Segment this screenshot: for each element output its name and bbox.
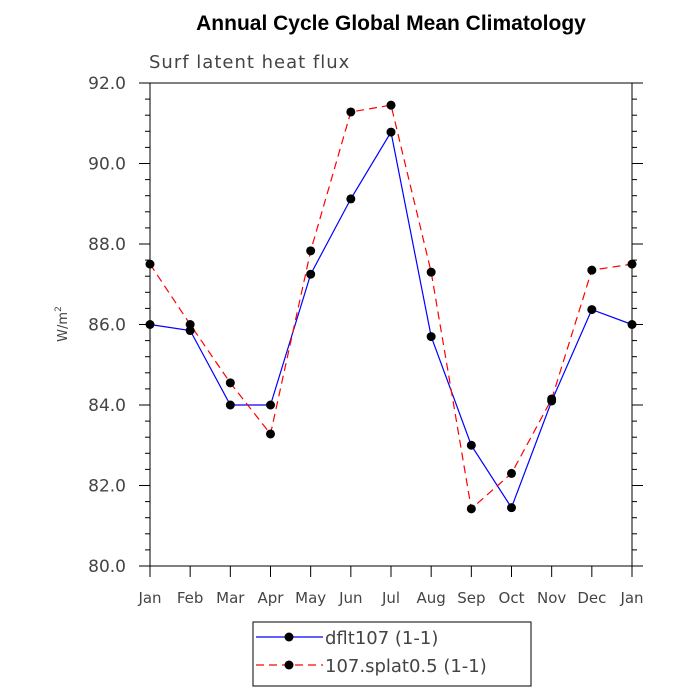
series-2-point (306, 246, 316, 256)
x-tick-labels: Jan Feb Mar Apr May Jun Jul Aug Sep Oct Nov Dec Jan (137, 589, 643, 607)
x-tick-label: Aug (417, 589, 446, 607)
series-2-point (185, 320, 195, 329)
y-axis-label-superscript: 2 (54, 306, 64, 312)
axis-ticks (139, 82, 643, 577)
y-tick-label: 88.0 (88, 235, 126, 255)
series-1-point (346, 194, 356, 204)
series-line-2 (149, 104, 633, 510)
y-tick-label: 80.0 (88, 557, 126, 577)
series-1-point (306, 269, 316, 279)
x-tick-label: Nov (537, 589, 566, 607)
series-2-point (386, 100, 396, 110)
x-tick-label: Sep (457, 589, 485, 607)
series-2-point (627, 259, 637, 269)
series-1-point (466, 440, 476, 450)
y-tick-labels: 80.0 82.0 84.0 86.0 88.0 90.0 92.0 (88, 74, 126, 577)
series-1-point (386, 127, 396, 137)
y-axis-label-base: W/m (56, 312, 71, 342)
legend-label-2: 107.splat0.5 (1-1) (325, 656, 487, 677)
series-2-point (587, 265, 597, 275)
series-1-point (627, 320, 637, 329)
plot-frame (149, 82, 633, 567)
series-1-point (225, 400, 235, 410)
series-1-point (266, 400, 275, 410)
legend-box (252, 621, 532, 687)
x-tick-label: Jun (338, 589, 362, 607)
x-tick-label: May (295, 589, 326, 607)
y-tick-label: 82.0 (88, 477, 126, 497)
x-tick-label: Oct (499, 589, 525, 607)
legend-marker-2 (284, 660, 294, 670)
series-2-point (426, 267, 436, 277)
x-tick-label: Apr (258, 589, 285, 607)
series-2-point (145, 259, 155, 269)
x-tick-label: Jan (137, 589, 161, 607)
y-tick-label: 92.0 (88, 74, 126, 94)
series-2-point (466, 504, 476, 514)
x-tick-label: Mar (216, 589, 245, 607)
y-tick-label: 84.0 (88, 396, 126, 416)
series-2-point (225, 378, 235, 388)
series-2-point (547, 394, 557, 404)
legend: dflt107 (1-1) 107.splat0.5 (1-1) (256, 628, 487, 677)
chart-title: Annual Cycle Global Mean Climatology (196, 12, 586, 35)
series-1-point (145, 320, 155, 329)
y-tick-label: 90.0 (88, 155, 126, 175)
y-axis-label: W/m2 (54, 306, 71, 342)
series-layer (145, 100, 637, 514)
series-2-point (266, 429, 275, 439)
legend-marker-1 (284, 632, 294, 642)
series-1-point (587, 305, 597, 315)
x-tick-label: Jul (381, 589, 400, 607)
series-2-point (346, 107, 356, 117)
legend-label-1: dflt107 (1-1) (325, 628, 438, 649)
series-1-point (426, 332, 436, 342)
x-tick-label: Dec (577, 589, 606, 607)
series-line-1 (149, 130, 633, 509)
y-tick-label: 86.0 (88, 316, 126, 336)
chart-subtitle: Surf latent heat flux (149, 52, 350, 73)
x-tick-label: Jan (619, 589, 643, 607)
series-2-point (507, 468, 516, 478)
series-1-point (507, 503, 516, 513)
x-tick-label: Feb (177, 589, 204, 607)
